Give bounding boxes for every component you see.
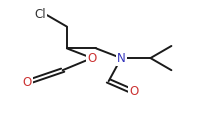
Text: O: O <box>23 76 32 89</box>
Text: Cl: Cl <box>34 8 46 21</box>
Text: N: N <box>117 52 126 65</box>
Text: O: O <box>87 52 97 65</box>
Text: O: O <box>129 85 138 98</box>
